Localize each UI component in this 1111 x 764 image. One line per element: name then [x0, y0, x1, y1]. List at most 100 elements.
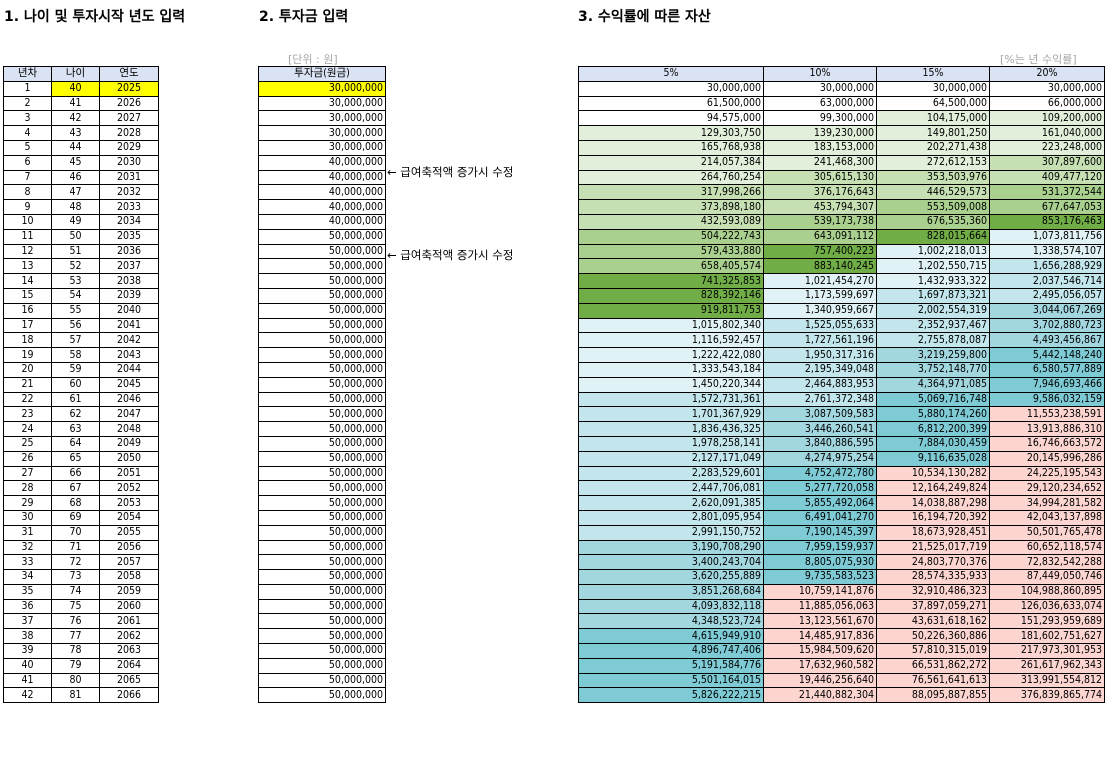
- principal-cell[interactable]: 50,000,000: [258, 361, 386, 378]
- principal-cell[interactable]: 50,000,000: [258, 628, 386, 645]
- year-cell: 2063: [99, 643, 159, 659]
- principal-cell[interactable]: 30,000,000: [258, 139, 386, 156]
- principal-cell[interactable]: 50,000,000: [258, 287, 386, 304]
- table-row: 50,000,000: [258, 628, 386, 645]
- table-row: 30,000,000: [258, 125, 386, 141]
- principal-cell[interactable]: 30,000,000: [258, 80, 386, 97]
- age-cell: 76: [51, 613, 100, 630]
- year-cell[interactable]: 2025: [99, 80, 159, 97]
- asset-10pct-cell: 2,761,372,348: [763, 391, 877, 408]
- principal-cell[interactable]: 50,000,000: [258, 643, 386, 659]
- table-row: 50,000,000: [258, 480, 386, 497]
- principal-cell[interactable]: 50,000,000: [258, 598, 386, 615]
- year-count-cell: 17: [3, 317, 52, 334]
- principal-cell[interactable]: 50,000,000: [258, 302, 386, 319]
- principal-cell[interactable]: 50,000,000: [258, 687, 386, 704]
- table-row: 28 67 2052: [3, 480, 159, 497]
- principal-cell[interactable]: 40,000,000: [258, 169, 386, 186]
- principal-cell[interactable]: 50,000,000: [258, 583, 386, 600]
- principal-cell[interactable]: 50,000,000: [258, 480, 386, 497]
- principal-cell[interactable]: 50,000,000: [258, 554, 386, 571]
- table-row: 373,898,180 453,794,307 553,509,008 677,647…: [578, 199, 1105, 215]
- table-row: 50,000,000: [258, 643, 386, 659]
- principal-cell[interactable]: 50,000,000: [258, 657, 386, 674]
- table-row: 30 69 2054: [3, 509, 159, 526]
- asset-15pct-cell: 4,364,971,085: [876, 376, 990, 393]
- principal-cell[interactable]: 50,000,000: [258, 317, 386, 334]
- age-cell: 75: [51, 598, 100, 615]
- principal-cell[interactable]: 40,000,000: [258, 213, 386, 230]
- table-row: 1,015,802,340 1,525,055,633 2,352,937,467 3…: [578, 317, 1105, 334]
- table-row: 2,447,706,081 5,277,720,058 12,164,249,824…: [578, 480, 1105, 497]
- table-row: 30,000,000: [258, 95, 386, 112]
- principal-cell[interactable]: 50,000,000: [258, 465, 386, 482]
- age-cell: 47: [51, 184, 100, 201]
- principal-cell[interactable]: 50,000,000: [258, 672, 386, 689]
- asset-5pct-cell: 4,093,832,118: [578, 598, 764, 615]
- age-cell: 48: [51, 199, 100, 215]
- age-cell: 61: [51, 391, 100, 408]
- table-row: 50,000,000: [258, 539, 386, 556]
- principal-cell[interactable]: 50,000,000: [258, 273, 386, 289]
- table-row: 129,303,750 139,230,000 149,801,250 161,040…: [578, 125, 1105, 141]
- principal-cell[interactable]: 50,000,000: [258, 539, 386, 556]
- principal-cell[interactable]: 50,000,000: [258, 450, 386, 467]
- principal-cell[interactable]: 50,000,000: [258, 524, 386, 541]
- asset-5pct-cell: 658,405,574: [578, 258, 764, 275]
- asset-5pct-cell: 919,811,753: [578, 302, 764, 319]
- asset-15pct-cell: 1,697,873,321: [876, 287, 990, 304]
- principal-cell[interactable]: 50,000,000: [258, 435, 386, 452]
- principal-cell[interactable]: 50,000,000: [258, 613, 386, 630]
- age-cell: 71: [51, 539, 100, 556]
- principal-cell[interactable]: 40,000,000: [258, 154, 386, 171]
- table-row: 2,283,529,601 4,752,472,780 10,534,130,282…: [578, 465, 1105, 482]
- table-row: 4,093,832,118 11,885,056,063 37,897,059,27…: [578, 598, 1105, 615]
- table-row: 165,768,938 183,153,000 202,271,438 223,248…: [578, 139, 1105, 156]
- age-cell: 50: [51, 228, 100, 245]
- asset-20pct-cell: 72,832,542,288: [989, 554, 1105, 571]
- principal-cell[interactable]: 50,000,000: [258, 509, 386, 526]
- table-row: 741,325,853 1,021,454,270 1,432,933,322 2,0…: [578, 273, 1105, 289]
- principal-cell[interactable]: 40,000,000: [258, 184, 386, 201]
- principal-cell[interactable]: 50,000,000: [258, 495, 386, 511]
- asset-20pct-cell: 87,449,050,746: [989, 569, 1105, 585]
- table-row: 42 81 2066: [3, 687, 159, 704]
- asset-15pct-cell: 5,069,716,748: [876, 391, 990, 408]
- principal-cell[interactable]: 30,000,000: [258, 110, 386, 127]
- asset-20pct-cell: 6,580,577,889: [989, 361, 1105, 378]
- principal-cell[interactable]: 50,000,000: [258, 376, 386, 393]
- year-count-cell: 19: [3, 347, 52, 363]
- principal-cell[interactable]: 50,000,000: [258, 228, 386, 245]
- principal-cell[interactable]: 50,000,000: [258, 332, 386, 349]
- asset-5pct-cell: 1,222,422,080: [578, 347, 764, 363]
- principal-cell[interactable]: 50,000,000: [258, 243, 386, 260]
- table-row: 919,811,753 1,340,959,667 2,002,554,319 3,0…: [578, 302, 1105, 319]
- principal-cell[interactable]: 50,000,000: [258, 569, 386, 585]
- table-row: 40,000,000: [258, 213, 386, 230]
- principal-cell[interactable]: 40,000,000: [258, 199, 386, 215]
- principal-cell[interactable]: 50,000,000: [258, 258, 386, 275]
- asset-20pct-cell: 7,946,693,466: [989, 376, 1105, 393]
- asset-15pct-cell: 30,000,000: [876, 80, 990, 97]
- year-cell: 2061: [99, 613, 159, 630]
- year-count-cell: 16: [3, 302, 52, 319]
- principal-cell[interactable]: 50,000,000: [258, 406, 386, 423]
- asset-15pct-cell: 2,002,554,319: [876, 302, 990, 319]
- principal-cell[interactable]: 50,000,000: [258, 391, 386, 408]
- principal-cell[interactable]: 30,000,000: [258, 95, 386, 112]
- asset-15pct-cell: 828,015,664: [876, 228, 990, 245]
- year-cell: 2066: [99, 687, 159, 704]
- age-cell: 44: [51, 139, 100, 156]
- asset-10pct-cell: 453,794,307: [763, 199, 877, 215]
- asset-15pct-cell: 3,752,148,770: [876, 361, 990, 378]
- principal-cell[interactable]: 50,000,000: [258, 421, 386, 437]
- table-row: 3 42 2027: [3, 110, 159, 127]
- age-cell[interactable]: 40: [51, 80, 100, 97]
- asset-10pct-cell: 5,855,492,064: [763, 495, 877, 511]
- asset-20pct-cell: 181,602,751,627: [989, 628, 1105, 645]
- asset-20pct-cell: 13,913,886,310: [989, 421, 1105, 437]
- principal-cell[interactable]: 30,000,000: [258, 125, 386, 141]
- year-cell: 2030: [99, 154, 159, 171]
- principal-cell[interactable]: 50,000,000: [258, 347, 386, 363]
- table-row: 9 48 2033: [3, 199, 159, 215]
